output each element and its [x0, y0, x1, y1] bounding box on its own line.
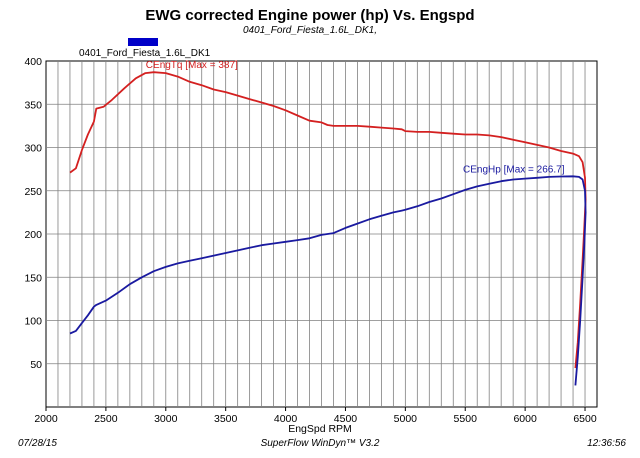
grid: [46, 61, 597, 407]
y-tick-label: 100: [24, 316, 42, 328]
series-group: [69, 71, 587, 386]
x-tick-label: 3500: [214, 413, 238, 425]
x-tick-label: 2000: [34, 413, 58, 425]
chart-subtitle: 0401_Ford_Fiesta_1.6L_DK1,: [243, 25, 377, 36]
x-tick-label: 5000: [394, 413, 418, 425]
legend-swatch: [128, 38, 158, 46]
annotation-cengtq: CEngTq [Max = 387]: [146, 60, 238, 71]
x-tick-label: 4500: [334, 413, 358, 425]
x-tick-label: 3000: [154, 413, 178, 425]
chart-title: EWG corrected Engine power (hp) Vs. Engs…: [145, 7, 474, 24]
legend-label: 0401_Ford_Fiesta_1.6L_DK1: [79, 48, 211, 59]
x-tick-label: 2500: [94, 413, 118, 425]
y-tick-label: 400: [24, 56, 42, 68]
series-line-cenghp: [69, 175, 587, 386]
x-tick-label: 4000: [274, 413, 298, 425]
series-annotations: CEngTq [Max = 387] CEngHp [Max = 266.7]: [146, 60, 565, 175]
annotation-cenghp: CEngHp [Max = 266.7]: [463, 164, 565, 175]
x-tick-label: 5500: [454, 413, 478, 425]
y-tick-label: 250: [24, 186, 42, 198]
footer-date: 07/28/15: [18, 438, 57, 449]
x-tick-label: 6500: [573, 413, 597, 425]
y-tick-label: 350: [24, 99, 42, 111]
y-tick-label: 200: [24, 229, 42, 241]
y-tick-label: 150: [24, 272, 42, 284]
x-tick-label: 6000: [513, 413, 537, 425]
legend: 0401_Ford_Fiesta_1.6L_DK1: [79, 38, 211, 59]
x-axis-ticks: 2000 2500 3000 3500 4000 4500 5000 5500 6000 6500: [34, 407, 597, 425]
y-tick-label: 50: [30, 359, 42, 371]
footer-time: 12:36:56: [587, 438, 626, 449]
x-axis-label: EngSpd RPM: [288, 423, 352, 435]
y-tick-label: 300: [24, 143, 42, 155]
series-line-cengtq: [69, 71, 587, 369]
y-axis-ticks: 50 100 150 200 250 300 350 400: [24, 56, 42, 371]
footer-software: SuperFlow WinDyn™ V3.2: [261, 438, 380, 449]
